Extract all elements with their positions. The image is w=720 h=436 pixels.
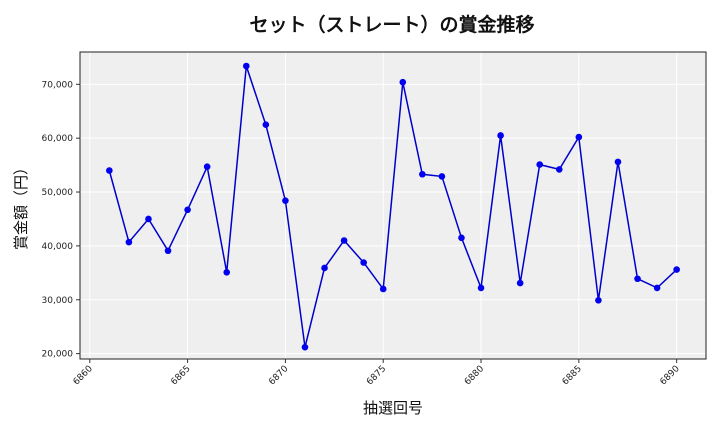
data-point bbox=[242, 62, 250, 70]
data-point bbox=[262, 121, 270, 129]
y-axis-label: 賞金額（円） bbox=[12, 160, 30, 250]
data-point bbox=[106, 167, 113, 174]
data-point bbox=[595, 296, 602, 304]
data-point bbox=[634, 275, 641, 283]
data-points bbox=[106, 62, 680, 351]
y-tick-label: 20,000 bbox=[42, 350, 74, 360]
x-tick-label: 6860 bbox=[72, 364, 95, 387]
data-point bbox=[614, 158, 622, 166]
series-line bbox=[108, 65, 678, 348]
data-point bbox=[419, 170, 426, 178]
x-tick-label: 6880 bbox=[463, 364, 486, 387]
y-tick-label: 30,000 bbox=[42, 296, 74, 306]
x-tick-label: 6890 bbox=[659, 364, 682, 387]
data-point bbox=[536, 161, 544, 168]
x-tick-label: 6885 bbox=[561, 364, 584, 387]
x-tick-label: 6870 bbox=[267, 364, 290, 387]
x-tick-label: 6875 bbox=[365, 364, 388, 387]
data-point bbox=[282, 197, 289, 204]
data-point bbox=[203, 163, 211, 171]
data-point bbox=[673, 266, 680, 273]
data-point bbox=[555, 166, 563, 173]
y-tick-label: 40,000 bbox=[42, 242, 74, 252]
data-point bbox=[379, 285, 387, 293]
data-point bbox=[477, 284, 485, 292]
data-point bbox=[399, 78, 407, 86]
chart-title: セット（ストレート）の賞金推移 bbox=[249, 13, 534, 36]
y-tick-label: 50,000 bbox=[42, 188, 74, 198]
data-point bbox=[184, 206, 191, 214]
plot-frame bbox=[79, 51, 707, 360]
data-point bbox=[125, 238, 133, 246]
data-point bbox=[321, 264, 328, 272]
data-point bbox=[145, 215, 152, 223]
plot-area bbox=[80, 52, 706, 359]
data-point bbox=[516, 279, 524, 287]
data-point bbox=[497, 132, 504, 139]
data-point bbox=[223, 268, 231, 276]
data-point bbox=[575, 133, 583, 141]
grid-lines bbox=[80, 52, 706, 359]
x-tick-label: 6865 bbox=[169, 364, 192, 387]
data-point bbox=[458, 234, 465, 242]
data-point bbox=[340, 237, 348, 244]
data-point bbox=[653, 284, 661, 292]
y-tick-label: 60,000 bbox=[42, 134, 74, 144]
series-line-group bbox=[108, 65, 678, 348]
data-point bbox=[301, 343, 309, 351]
x-axis-label: 抽選回号 bbox=[363, 399, 423, 417]
data-point bbox=[438, 173, 446, 180]
data-point bbox=[360, 259, 367, 266]
data-point bbox=[164, 247, 172, 255]
y-tick-label: 70,000 bbox=[42, 80, 74, 90]
